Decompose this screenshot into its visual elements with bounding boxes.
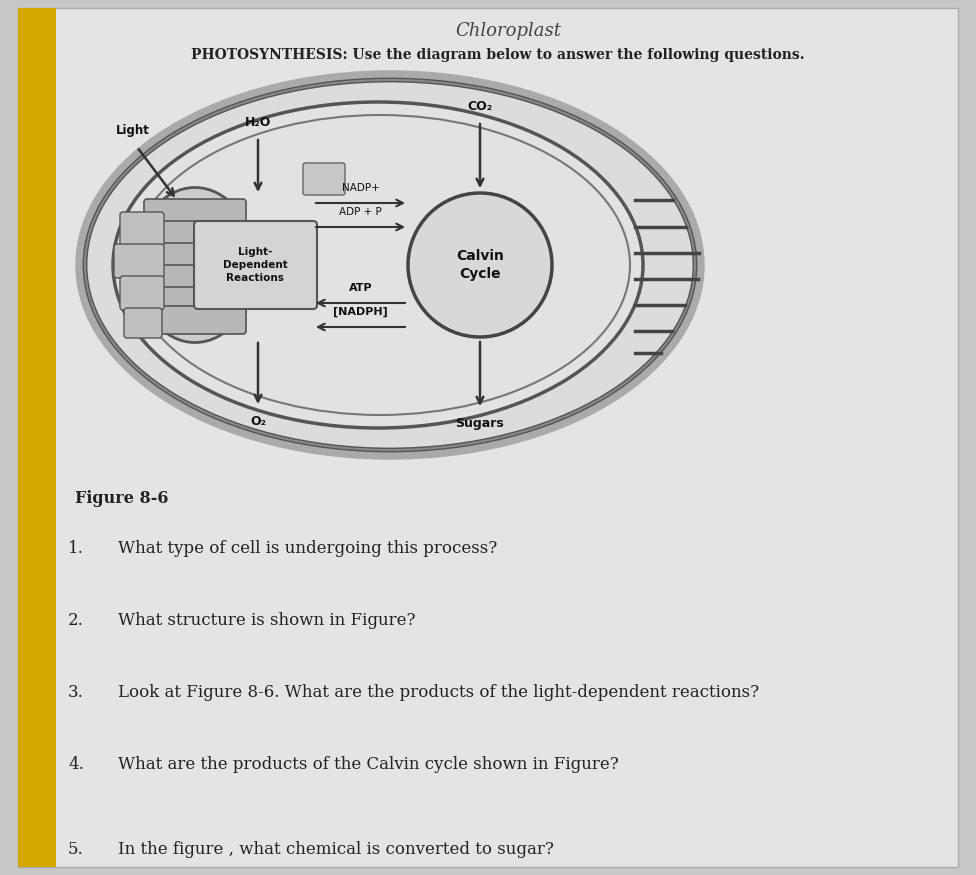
Circle shape: [408, 193, 552, 337]
FancyBboxPatch shape: [144, 199, 246, 227]
Ellipse shape: [85, 80, 695, 450]
Text: 4.: 4.: [68, 756, 84, 773]
Ellipse shape: [135, 187, 255, 342]
FancyBboxPatch shape: [303, 163, 345, 195]
Text: 2.: 2.: [68, 612, 84, 629]
Text: 3.: 3.: [68, 684, 84, 701]
Text: Light-
Dependent
Reactions: Light- Dependent Reactions: [223, 247, 287, 284]
Text: What are the products of the Calvin cycle shown in Figure?: What are the products of the Calvin cycl…: [118, 756, 619, 773]
FancyBboxPatch shape: [144, 243, 246, 271]
Text: ATP: ATP: [348, 283, 372, 293]
Text: In the figure , what chemical is converted to sugar?: In the figure , what chemical is convert…: [118, 841, 553, 858]
Text: Look at Figure 8-6. What are the products of the light-dependent reactions?: Look at Figure 8-6. What are the product…: [118, 684, 759, 701]
FancyBboxPatch shape: [144, 265, 246, 293]
Ellipse shape: [85, 80, 695, 450]
Text: Sugars: Sugars: [456, 417, 505, 430]
Text: PHOTOSYNTHESIS: Use the diagram below to answer the following questions.: PHOTOSYNTHESIS: Use the diagram below to…: [191, 48, 805, 62]
Text: Figure 8-6: Figure 8-6: [75, 490, 169, 507]
Text: NADP+: NADP+: [342, 183, 380, 193]
FancyBboxPatch shape: [144, 287, 246, 315]
Bar: [18, 8, 56, 867]
Text: [NADPH]: [NADPH]: [333, 307, 387, 317]
FancyBboxPatch shape: [144, 306, 246, 334]
Text: H₂O: H₂O: [245, 116, 271, 129]
FancyBboxPatch shape: [124, 308, 162, 338]
FancyBboxPatch shape: [144, 221, 246, 249]
Text: Calvin
Cycle: Calvin Cycle: [456, 248, 504, 281]
Text: 5.: 5.: [68, 841, 84, 858]
Ellipse shape: [113, 102, 643, 428]
Text: Light: Light: [116, 124, 150, 137]
Text: What type of cell is undergoing this process?: What type of cell is undergoing this pro…: [118, 540, 497, 557]
FancyBboxPatch shape: [194, 221, 317, 309]
FancyBboxPatch shape: [18, 8, 958, 867]
Text: Chloroplast: Chloroplast: [455, 22, 561, 40]
Text: ADP + P: ADP + P: [339, 207, 382, 217]
FancyBboxPatch shape: [114, 244, 164, 278]
Text: What structure is shown in Figure?: What structure is shown in Figure?: [118, 612, 416, 629]
Text: 1.: 1.: [68, 540, 84, 557]
FancyBboxPatch shape: [120, 212, 164, 246]
Text: O₂: O₂: [250, 415, 266, 428]
FancyBboxPatch shape: [120, 276, 164, 310]
Text: CO₂: CO₂: [468, 100, 493, 113]
